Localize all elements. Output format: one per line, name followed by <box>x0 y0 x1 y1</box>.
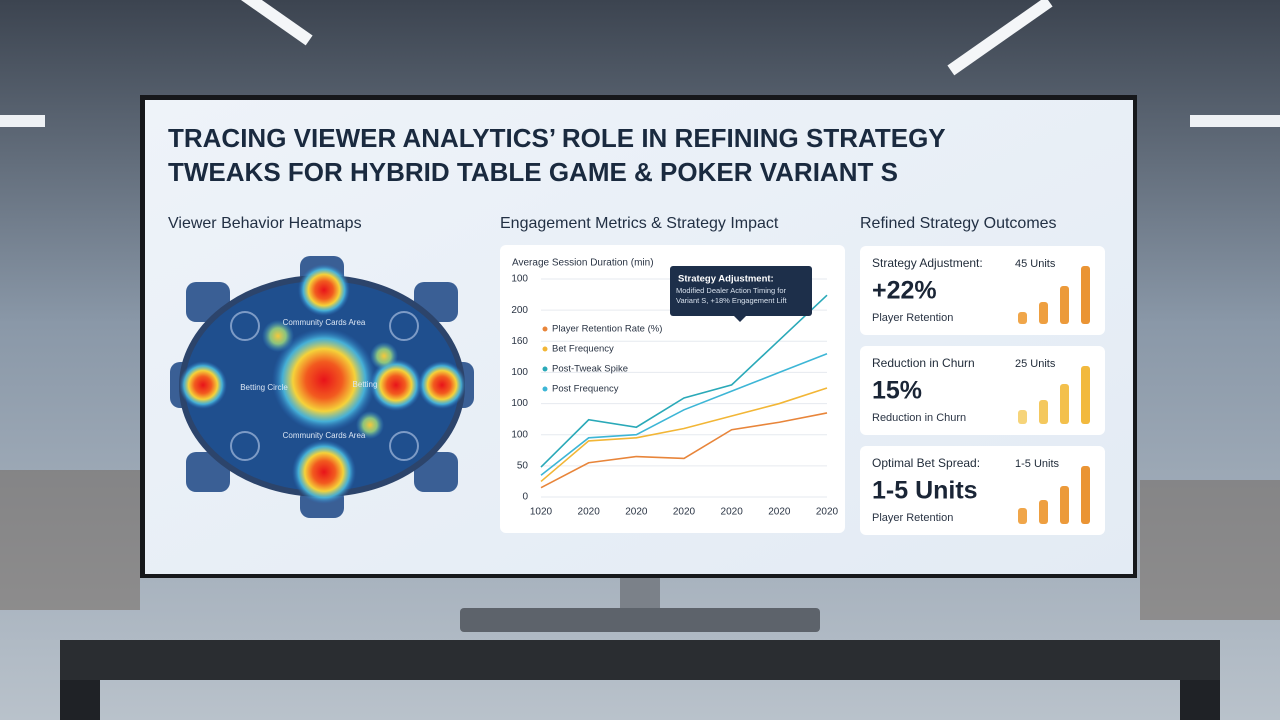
y-tick-label: 100 <box>511 398 528 409</box>
y-tick-label: 50 <box>517 460 529 471</box>
blurred-desk <box>1140 480 1280 620</box>
card-caption: Player Retention <box>872 512 953 524</box>
card-value: 1-5 Units <box>872 477 978 505</box>
series-line <box>540 387 828 483</box>
section-heading: Engagement Metrics & Strategy Impact <box>500 215 779 232</box>
x-tick-label: 2020 <box>816 507 839 518</box>
hotspot <box>179 361 227 409</box>
card-bar <box>1018 508 1027 524</box>
chart-panel <box>500 245 845 533</box>
card-caption: Player Retention <box>872 312 953 324</box>
card-bar <box>1018 312 1027 324</box>
annotation-text-box: Modified Dealer Action Timing for Varian… <box>676 286 787 305</box>
hotspot <box>370 342 398 370</box>
series-line <box>540 412 828 489</box>
legend-label: Player Retention Rate (%) <box>552 324 662 335</box>
card-bar <box>1039 302 1048 324</box>
hotspot <box>292 440 356 504</box>
card-label: Optimal Bet Spread: <box>872 456 980 470</box>
card-bar <box>1081 466 1090 524</box>
card-bar <box>1060 384 1069 424</box>
card-bar <box>1081 266 1090 324</box>
y-tick-label: 100 <box>511 429 528 440</box>
card-units: 25 Units <box>1015 358 1056 370</box>
card-label: Reduction in Churn <box>872 356 975 370</box>
legend-label: Post Frequency <box>552 384 619 395</box>
card-label: Strategy Adjustment: <box>872 256 983 270</box>
hotspot <box>298 264 350 316</box>
section-heading: Viewer Behavior Heatmaps <box>168 215 362 232</box>
legend-swatch <box>542 326 548 332</box>
blurred-desk <box>0 470 140 610</box>
card-caption: Reduction in Churn <box>872 412 966 424</box>
legend-swatch <box>542 366 548 372</box>
desk <box>60 640 1220 680</box>
monitor-neck <box>620 576 660 612</box>
card-bar <box>1060 286 1069 324</box>
circle <box>230 311 260 341</box>
title: TRACING VIEWER ANALYTICS’ ROLE IN REFINI… <box>168 123 946 153</box>
card-value: 15% <box>872 377 922 405</box>
hotspot <box>418 361 466 409</box>
heatmap: Community Cards Area Betting Circle Bett… <box>170 256 474 518</box>
x-tick-label: 2020 <box>673 507 696 518</box>
circle <box>230 431 260 461</box>
card-value: +22% <box>872 277 937 305</box>
annotation-box <box>670 266 812 316</box>
zone-label: Community Cards Area <box>283 431 366 440</box>
zone-label: Betting Circle <box>240 383 288 392</box>
annotation-text: Modified Dealer Action Timing for Varian… <box>676 286 787 305</box>
legend-swatch <box>542 346 548 352</box>
ceiling-light <box>0 115 45 127</box>
line-chart: 0 50 100 100 100 160 200 100 1020 2020 2020 2020 202… <box>511 274 838 518</box>
y-tick-label: 0 <box>522 492 528 503</box>
y-tick-label: 160 <box>511 336 528 347</box>
monitor-base <box>460 608 820 632</box>
y-tick-label: 200 <box>511 305 528 316</box>
zone-label: Betting <box>353 380 378 389</box>
series-line <box>540 352 828 476</box>
x-tick-label: 2020 <box>625 507 648 518</box>
cards: Strategy Adjustment: 45 Units +22% Player R… <box>860 246 1105 535</box>
legend-label: Post-Tweak Spike <box>552 364 628 375</box>
card-bar <box>1018 410 1027 424</box>
ceiling-light <box>1190 115 1280 127</box>
hotspot <box>370 359 422 411</box>
hotspot <box>272 328 376 432</box>
card-bar <box>1039 400 1048 424</box>
x-tick-label: 1020 <box>530 507 553 518</box>
ceiling-light <box>947 0 1053 76</box>
hotspot <box>262 320 294 352</box>
desk-leg <box>60 680 100 720</box>
y-tick-label: 100 <box>511 367 528 378</box>
circle <box>389 311 419 341</box>
x-tick-label: 2020 <box>721 507 744 518</box>
card-units: 1-5 Units <box>1015 458 1060 470</box>
series-line <box>540 294 828 468</box>
title: TWEAKS FOR HYBRID TABLE GAME & POKER VAR… <box>168 157 898 187</box>
annotation-pointer <box>734 316 746 322</box>
section-heading: Refined Strategy Outcomes <box>860 215 1057 232</box>
chart-title: Average Session Duration (min) <box>512 258 654 269</box>
desk-leg <box>1180 680 1220 720</box>
annotation-title: Strategy Adjustment: <box>678 274 774 285</box>
card-bar <box>1081 366 1090 424</box>
legend-label: Bet Frequency <box>552 344 614 355</box>
x-tick-label: 2020 <box>768 507 791 518</box>
circle <box>389 431 419 461</box>
x-tick-label: 2020 <box>578 507 601 518</box>
ceiling-light <box>207 0 313 46</box>
y-tick-label: 100 <box>511 274 528 285</box>
card-bar <box>1039 500 1048 524</box>
legend-swatch <box>542 386 548 392</box>
hotspot <box>356 411 384 439</box>
annotation: Strategy Adjustment: Modified Dealer Act… <box>670 266 812 322</box>
zone-label: Community Cards Area <box>283 318 366 327</box>
card-units: 45 Units <box>1015 258 1056 270</box>
card-bar <box>1060 486 1069 524</box>
